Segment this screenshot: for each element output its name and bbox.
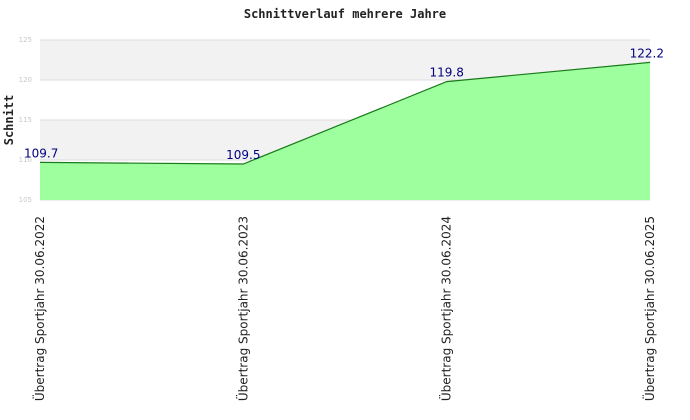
data-labels: 109.7 109.5 119.8 122.2 [24, 46, 664, 162]
data-label: 119.8 [429, 66, 463, 80]
data-label: 109.5 [226, 148, 260, 162]
x-axis-ticks: Übertrag Sportjahr 30.06.2022 Übertrag Sp… [31, 216, 657, 401]
y-tick-label: 120 [19, 76, 32, 84]
data-label: 109.7 [24, 146, 58, 160]
x-tick-label: Übertrag Sportjahr 30.06.2023 [234, 216, 250, 401]
y-axis-label: Schnitt [2, 95, 16, 146]
series-line [39, 61, 651, 165]
x-tick-label: Übertrag Sportjahr 30.06.2024 [438, 216, 454, 401]
area-fill [40, 62, 650, 201]
y-axis-ticks: 105 110 115 120 125 [19, 36, 32, 204]
data-label: 122.2 [630, 46, 664, 60]
chart-title: Schnittverlauf mehrere Jahre [244, 7, 446, 21]
y-tick-label: 105 [19, 196, 32, 204]
x-tick-label: Übertrag Sportjahr 30.06.2022 [31, 216, 47, 401]
y-tick-label: 125 [19, 36, 32, 44]
y-tick-label: 110 [19, 156, 32, 164]
y-tick-label: 115 [19, 116, 32, 124]
x-tick-label: Übertrag Sportjahr 30.06.2025 [641, 216, 657, 401]
